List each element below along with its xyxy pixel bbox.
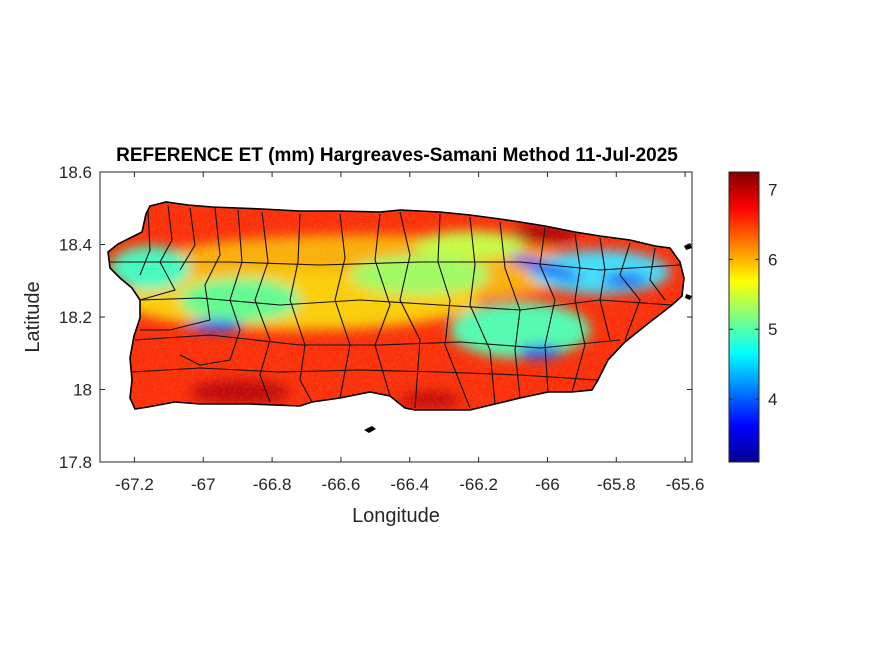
y-tick-label: 18 [73, 381, 92, 400]
colorbar-gradient [728, 171, 760, 463]
x-tick-label: -65.8 [597, 475, 636, 494]
y-tick-label: 18.6 [59, 163, 92, 182]
colorbar-tick-label: 4 [768, 390, 777, 409]
colorbar-tick-label: 5 [768, 320, 777, 339]
island-coastline [107, 201, 685, 411]
colorbar-tick-label: 7 [768, 180, 777, 199]
x-axis-label: Longitude [352, 505, 440, 527]
y-axis-label: Latitude [22, 281, 44, 352]
y-axis: 18.6 18.4 18.2 18 17.8 [59, 163, 692, 472]
x-tick-label: -66.8 [253, 475, 292, 494]
x-tick-label: -65.6 [666, 475, 705, 494]
colorbar: 7 6 5 4 [728, 171, 777, 463]
islet-east-2 [685, 294, 692, 300]
y-tick-label: 17.8 [59, 453, 92, 472]
et-heatmap [108, 202, 684, 410]
x-tick-label: -66 [535, 475, 560, 494]
x-axis: -67.2 -67 -66.8 -66.6 -66.4 -66.2 -66 -65.8 -65.… [115, 172, 704, 494]
x-tick-label: -67.2 [115, 475, 154, 494]
islet-caja-de-muertos [364, 426, 376, 433]
municipality-boundaries [110, 204, 681, 409]
heatmap-texture [108, 202, 684, 410]
x-tick-label: -66.6 [322, 475, 361, 494]
x-tick-label: -67 [191, 475, 216, 494]
colorbar-ticks: 7 6 5 4 [729, 180, 777, 409]
y-tick-label: 18.4 [59, 236, 92, 255]
y-tick-label: 18.2 [59, 308, 92, 327]
colorbar-tick-label: 6 [768, 250, 777, 269]
plot-area [99, 171, 693, 463]
chart-title: REFERENCE ET (mm) Hargreaves-Samani Meth… [116, 145, 678, 166]
x-tick-label: -66.4 [390, 475, 429, 494]
x-tick-label: -66.2 [459, 475, 498, 494]
